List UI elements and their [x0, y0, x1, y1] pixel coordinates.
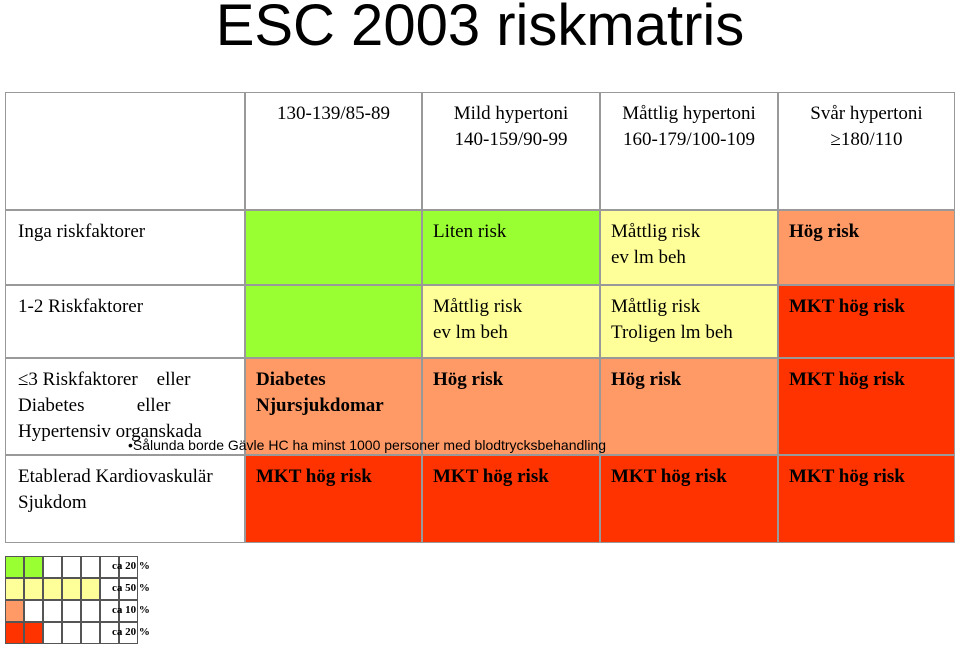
table-cell: MKT hög risk [600, 455, 778, 543]
table-cell: Diabetes Njursjukdomar [245, 358, 422, 455]
table-cell [245, 285, 422, 358]
legend-square [81, 578, 100, 600]
legend-square [24, 600, 43, 622]
legend-square [119, 622, 138, 644]
legend-square [5, 622, 24, 644]
table-cell [245, 210, 422, 285]
table-cell: MKT hög risk [778, 358, 955, 455]
legend-square [24, 556, 43, 578]
legend-square [62, 600, 81, 622]
table-cell: Måttlig risk ev lm beh [422, 285, 600, 358]
legend-square [100, 600, 119, 622]
legend-square [119, 578, 138, 600]
legend-label: ca 20 % [112, 626, 150, 638]
table-cell: 1-2 Riskfaktorer [5, 285, 245, 358]
legend-square [81, 556, 100, 578]
header-cell [5, 92, 245, 210]
legend-square [100, 622, 119, 644]
table-cell: MKT hög risk [422, 455, 600, 543]
legend-square [62, 578, 81, 600]
legend-square [81, 600, 100, 622]
table-cell: Etablerad Kardiovaskulär Sjukdom [5, 455, 245, 543]
table-cell: Hög risk [422, 358, 600, 455]
legend-square [5, 556, 24, 578]
legend-square [62, 556, 81, 578]
legend-square [62, 622, 81, 644]
legend-square [81, 622, 100, 644]
legend-square [43, 578, 62, 600]
table-cell: Hög risk [778, 210, 955, 285]
legend-label: ca 20 % [112, 560, 150, 572]
table-cell: Måttlig risk Troligen lm beh [600, 285, 778, 358]
legend-square [119, 556, 138, 578]
header-cell: Mild hypertoni 140-159/90-99 [422, 92, 600, 210]
legend-label: ca 50 % [112, 582, 150, 594]
legend-square [119, 600, 138, 622]
table-cell: Måttlig risk ev lm beh [600, 210, 778, 285]
header-cell: Måttlig hypertoni 160-179/100-109 [600, 92, 778, 210]
legend-square [100, 556, 119, 578]
table-cell: Hög risk [600, 358, 778, 455]
header-cell: Svår hypertoni ≥180/110 [778, 92, 955, 210]
table-cell: Inga riskfaktorer [5, 210, 245, 285]
table-cell: Liten risk [422, 210, 600, 285]
legend-square [43, 622, 62, 644]
table-cell: ≤3 Riskfaktorer eller Diabetes eller Hyp… [5, 358, 245, 455]
table-cell: MKT hög risk [245, 455, 422, 543]
legend-square [43, 600, 62, 622]
legend-square [24, 622, 43, 644]
table-cell: MKT hög risk [778, 285, 955, 358]
table-cell: MKT hög risk [778, 455, 955, 543]
legend-label: ca 10 % [112, 604, 150, 616]
legend-square [100, 578, 119, 600]
legend-square [5, 600, 24, 622]
header-cell: 130-139/85-89 [245, 92, 422, 210]
legend-square [24, 578, 43, 600]
legend-square [43, 556, 62, 578]
slide-title: ESC 2003 riskmatris [215, 0, 745, 58]
legend-square [5, 578, 24, 600]
note: •Sålunda borde Gävle HC ha minst 1000 pe… [128, 437, 607, 453]
